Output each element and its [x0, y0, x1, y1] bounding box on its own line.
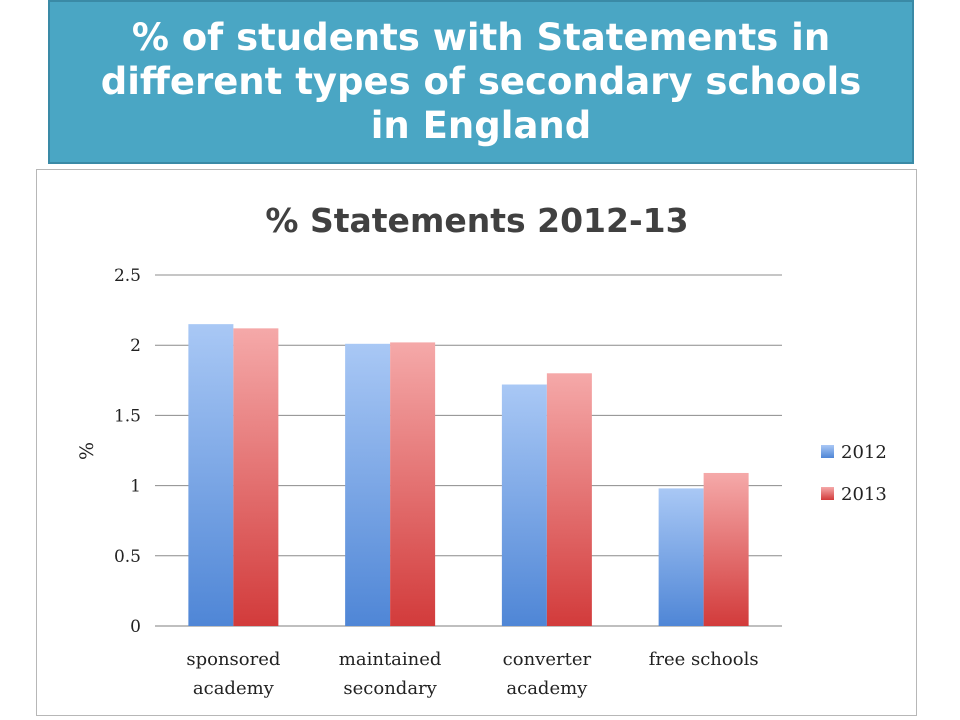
legend-swatch-2013 — [821, 487, 834, 500]
legend: 2012 2013 — [821, 442, 887, 505]
x-category-label: free schools — [649, 649, 759, 670]
bar-2012-1 — [345, 343, 391, 626]
x-category-label: academy — [506, 678, 588, 699]
x-category-label: maintained — [339, 649, 442, 670]
bar-2013-1 — [390, 342, 436, 626]
y-tick-label: 1 — [130, 477, 141, 497]
y-axis-label: % — [76, 442, 98, 460]
bar-2012-0 — [188, 324, 234, 626]
chart-frame: % Statements 2012-13 0 0.5 1 1.5 2 2.5 % spon… — [36, 169, 917, 716]
bar-chart: % Statements 2012-13 0 0.5 1 1.5 2 2.5 % spon… — [76, 201, 887, 699]
bar-2013-0 — [233, 328, 279, 626]
legend-swatch-2012 — [821, 445, 834, 458]
bar-2012-3 — [658, 488, 704, 626]
bars — [188, 324, 749, 626]
title-banner: % of students with Statements in differe… — [48, 0, 914, 164]
x-category-label: academy — [193, 678, 275, 699]
y-tick-label: 2.5 — [114, 266, 141, 286]
legend-label-2013: 2013 — [841, 484, 887, 505]
chart-title: % Statements 2012-13 — [265, 201, 688, 240]
bar-2013-3 — [703, 472, 749, 626]
y-axis-ticks: 0 0.5 1 1.5 2 2.5 — [114, 266, 141, 637]
bar-2012-2 — [501, 384, 547, 626]
x-category-label: converter — [503, 649, 592, 670]
x-axis-categories: sponsored academy maintained secondary conve… — [186, 649, 758, 699]
x-category-label: secondary — [343, 678, 437, 699]
y-tick-label: 1.5 — [114, 406, 141, 426]
legend-label-2012: 2012 — [841, 442, 887, 463]
y-tick-label: 0.5 — [114, 547, 141, 567]
bar-2013-2 — [546, 373, 592, 626]
slide-title: % of students with Statements in differe… — [100, 16, 862, 147]
x-category-label: sponsored — [186, 649, 280, 670]
y-tick-label: 2 — [130, 336, 141, 356]
y-tick-label: 0 — [130, 617, 141, 637]
